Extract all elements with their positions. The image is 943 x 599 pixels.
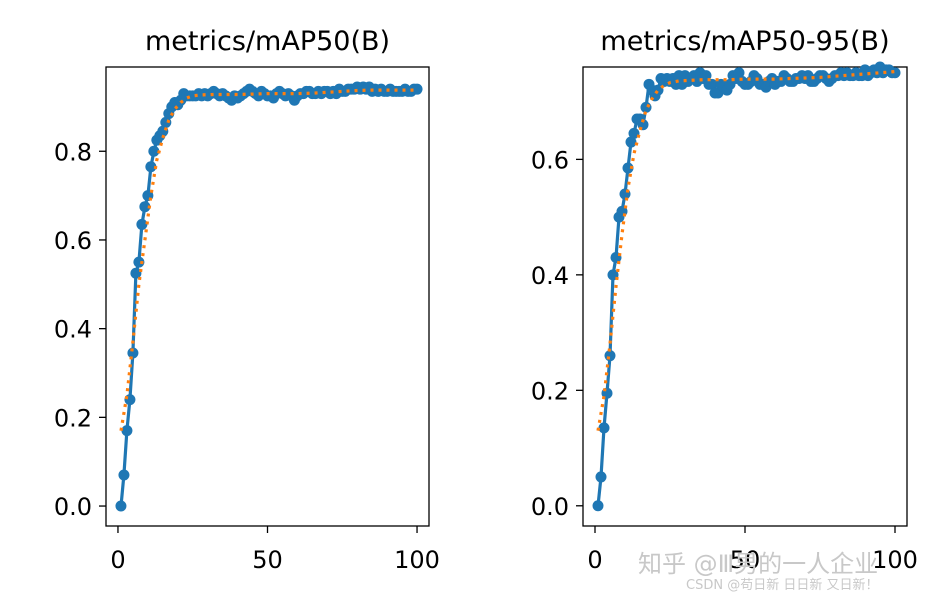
chart-map50: metrics/mAP50(B) 0 50 100 0.0 0.2 0.4 0.6 0.8: [54, 26, 440, 574]
chart1-results-line: [119, 85, 417, 507]
chart1-xtick-label: 50: [252, 546, 283, 574]
chart1-ytick-label: 0.6: [54, 227, 92, 255]
chart-map50-95: metrics/mAP50-95(B) 0 50 100 0.0 0.2 0.4 0.6: [531, 26, 918, 574]
chart1-point: [121, 425, 133, 437]
chart1-point: [115, 500, 127, 512]
chart2-point: [889, 67, 901, 79]
chart2-point: [706, 78, 718, 90]
chart2-xtick-label: 100: [872, 546, 918, 574]
chart1-ytick-label: 0.0: [54, 493, 92, 521]
chart2-title: metrics/mAP50-95(B): [600, 26, 889, 57]
chart1-point: [124, 394, 136, 406]
chart1-ytick-label: 0.4: [54, 316, 92, 344]
watermark-csdn: CSDN @苟日新 日日新 又日新！: [686, 578, 879, 593]
chart1-point: [118, 469, 130, 481]
chart2-ytick-label: 0.2: [531, 377, 569, 405]
chart2-point: [595, 471, 607, 483]
chart2-point: [604, 350, 616, 362]
chart1-ytick-label: 0.8: [54, 138, 92, 166]
chart2-xtick-label: 50: [730, 546, 761, 574]
chart1-point: [145, 161, 157, 173]
chart1-title: metrics/mAP50(B): [145, 26, 390, 57]
chart1-point: [139, 201, 151, 213]
chart2-point: [733, 67, 745, 79]
chart1-point: [411, 83, 423, 95]
chart1-point: [160, 116, 172, 128]
chart2-ytick-label: 0.6: [531, 146, 569, 174]
chart2-point: [592, 500, 604, 512]
chart1-smooth-line: [119, 88, 417, 431]
chart2-xtick-label: 0: [587, 546, 602, 574]
chart1-point: [127, 347, 139, 359]
chart2-point: [628, 127, 640, 139]
chart2-results-line: [596, 65, 895, 506]
chart2-ytick-label: 0.0: [531, 493, 569, 521]
chart2-point: [625, 136, 637, 148]
chart1-point: [130, 267, 142, 279]
watermark-zhihu: 知乎 @Ⅲ男的一人企业: [638, 550, 879, 578]
chart1-ytick-label: 0.2: [54, 404, 92, 432]
chart2-point: [640, 101, 652, 113]
chart1-xtick-label: 0: [110, 546, 125, 574]
chart1-xtick-label: 100: [394, 546, 440, 574]
chart2-ytick-label: 0.4: [531, 262, 569, 290]
chart2-point: [622, 162, 634, 174]
chart1-point: [133, 256, 145, 268]
chart1-point: [136, 218, 148, 230]
chart2-point: [598, 422, 610, 434]
chart1-point: [148, 145, 160, 157]
